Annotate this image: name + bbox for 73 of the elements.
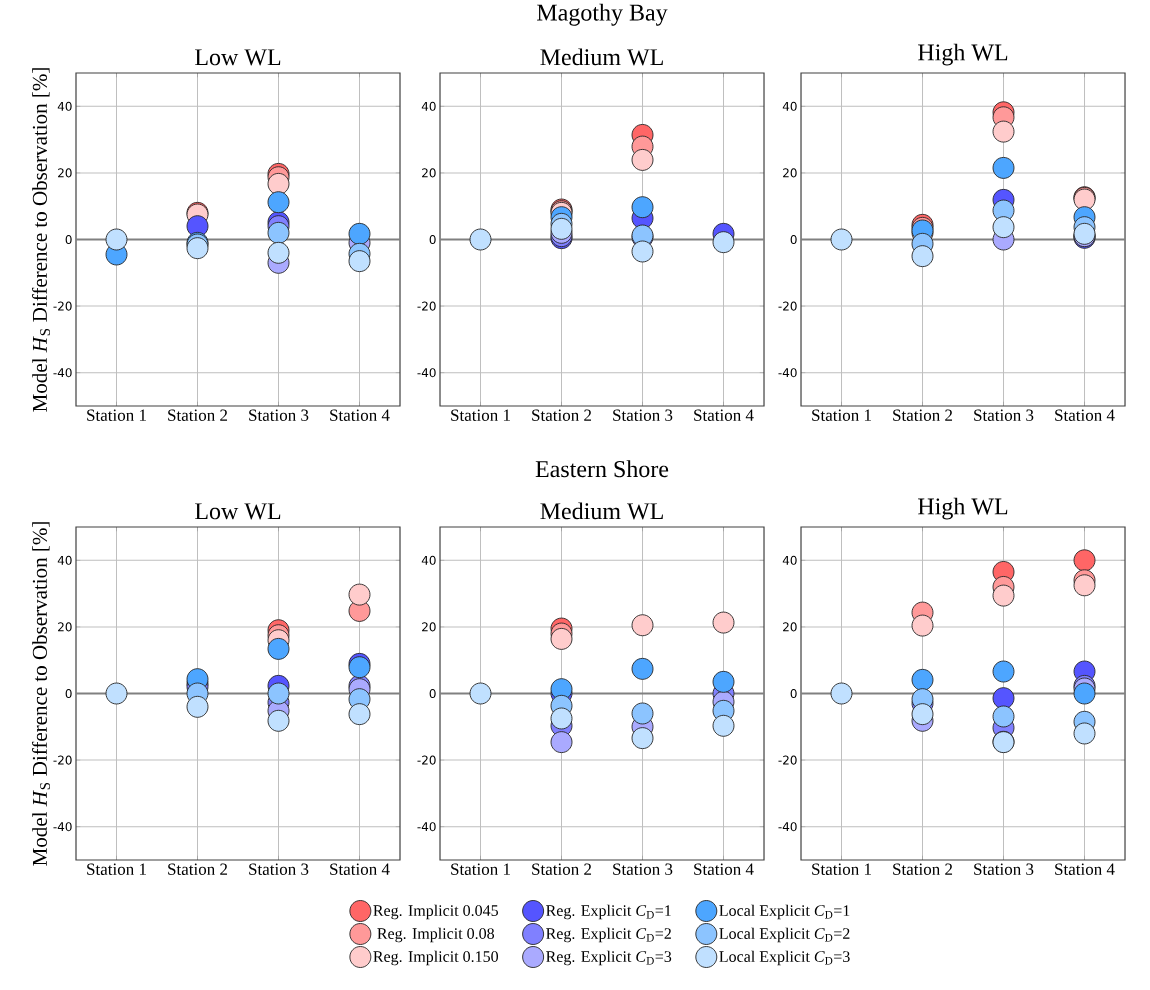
- y-tick-label: -40: [53, 368, 72, 378]
- chart-title: High WL: [918, 43, 1008, 66]
- y-tick-label: 40: [782, 555, 797, 565]
- legend-label: Reg. Explicit C$_{D}$=2: [546, 927, 671, 943]
- y-tick-label: -20: [778, 755, 797, 765]
- y-tick-label: 0: [429, 234, 436, 245]
- chart-title: Low WL: [195, 503, 281, 520]
- legend-label: Local Explicit C$_{D}$=2: [719, 927, 850, 943]
- y-axis-title: Model H$_{S}$ Difference to Observation [%]: [31, 68, 50, 412]
- y-tick-label: -40: [778, 368, 797, 378]
- y-tick-label: 0: [65, 688, 72, 699]
- y-tick-label: -20: [53, 301, 72, 311]
- y-tick-label: 20: [422, 168, 436, 178]
- x-tick-label: Station 2: [168, 863, 228, 875]
- legend-label: Reg. Implicit 0.045: [373, 904, 498, 920]
- text: Magothy Bay: [537, 3, 668, 26]
- y-tick-label: 0: [65, 234, 72, 245]
- y-tick-label: 40: [421, 101, 436, 111]
- x-tick-label: Station 2: [168, 409, 228, 421]
- chart-title: High WL: [918, 497, 1008, 520]
- legend-label: Local Explicit C$_{D}$=3: [719, 950, 850, 966]
- y-tick-label: -20: [417, 755, 436, 765]
- x-tick-label: Station 1: [451, 409, 510, 421]
- y-tick-label: 0: [790, 234, 797, 245]
- x-tick-label: Station 1: [812, 409, 871, 421]
- legend-label: Reg. Explicit C$_{D}$=3: [546, 950, 672, 966]
- x-tick-label: Station 4: [330, 863, 390, 875]
- y-tick-label: -20: [53, 755, 72, 765]
- chart-title: Medium WL: [540, 48, 663, 66]
- y-tick-label: 20: [783, 622, 797, 632]
- x-tick-label: Station 1: [87, 409, 146, 421]
- y-tick-label: -40: [778, 822, 797, 832]
- x-tick-label: Station 1: [87, 863, 146, 875]
- y-tick-label: 40: [421, 555, 436, 565]
- y-tick-label: 20: [58, 622, 72, 632]
- x-tick-label: Station 4: [694, 863, 754, 875]
- legend-label: Local Explicit C$_{D}$=1: [719, 904, 850, 920]
- x-tick-label: Station 2: [532, 863, 592, 875]
- x-tick-label: Station 3: [974, 409, 1034, 421]
- y-tick-label: -40: [417, 368, 436, 378]
- y-tick-label: -20: [778, 301, 797, 311]
- y-tick-label: 0: [429, 688, 436, 699]
- x-tick-label: Station 3: [974, 863, 1034, 875]
- x-tick-label: Station 4: [1055, 863, 1115, 875]
- y-tick-label: 0: [790, 688, 797, 699]
- x-tick-label: Station 1: [451, 863, 510, 875]
- x-tick-label: Station 4: [1055, 409, 1115, 421]
- x-tick-label: Station 2: [893, 409, 953, 421]
- x-tick-label: Station 3: [249, 409, 309, 421]
- y-tick-label: 40: [57, 101, 72, 111]
- x-tick-label: Station 3: [249, 863, 309, 875]
- y-tick-label: 20: [422, 622, 436, 632]
- y-tick-label: 40: [57, 555, 72, 565]
- chart-title: Low WL: [195, 49, 281, 66]
- x-tick-label: Station 2: [893, 863, 953, 875]
- x-tick-label: Station 3: [613, 863, 673, 875]
- text: Eastern Shore: [535, 460, 669, 478]
- y-tick-label: 20: [58, 168, 72, 178]
- x-tick-label: Station 1: [812, 863, 871, 875]
- y-tick-label: -40: [53, 822, 72, 832]
- x-tick-label: Station 2: [532, 409, 592, 421]
- y-axis-title: Model H$_{S}$ Difference to Observation [%]: [31, 522, 50, 866]
- legend-label: Reg. Explicit C$_{D}$=1: [546, 904, 671, 920]
- y-tick-label: -20: [417, 301, 436, 311]
- x-tick-label: Station 4: [694, 409, 754, 421]
- y-tick-label: 40: [782, 101, 797, 111]
- x-tick-label: Station 3: [613, 409, 673, 421]
- y-tick-label: -40: [417, 822, 436, 832]
- chart-title: Medium WL: [540, 502, 663, 520]
- y-tick-label: 20: [783, 168, 797, 178]
- legend-label: Reg. Implicit 0.150: [373, 950, 499, 966]
- legend-label: Reg. Implicit 0.08: [377, 927, 495, 943]
- x-tick-label: Station 4: [330, 409, 390, 421]
